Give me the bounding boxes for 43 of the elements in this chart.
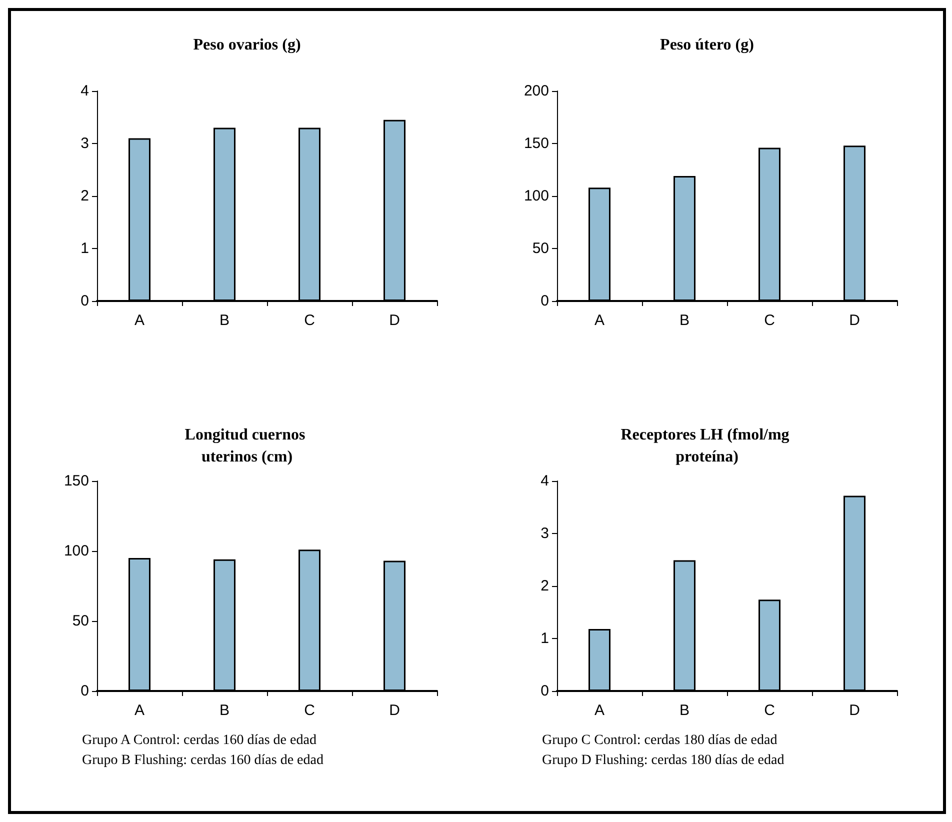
x-tick-label: A	[594, 702, 605, 719]
x-tick-label: C	[764, 312, 776, 329]
text: Grupo C Control: cerdas 180 días de edad	[541, 732, 778, 750]
y-tick-label: 100	[524, 188, 549, 204]
x-tick-label: A	[594, 312, 605, 329]
y-tick-label: 4	[540, 472, 549, 490]
x-tick-label: C	[764, 702, 776, 719]
chart-title: Peso útero (g)	[660, 36, 754, 54]
x-tick-label: D	[389, 312, 400, 329]
y-tick-label: 3	[80, 135, 89, 152]
y-tick-label: 150	[524, 135, 549, 152]
x-tick-label: B	[219, 312, 230, 329]
y-tick-label: 1	[540, 630, 549, 647]
x-tick-label: D	[389, 702, 400, 719]
x-tick-label: B	[219, 702, 230, 719]
y-tick-label: 0	[80, 292, 89, 310]
x-tick-label: B	[679, 702, 690, 719]
y-tick-label: 200	[524, 82, 549, 100]
x-tick-label: D	[849, 312, 860, 329]
x-tick-label: D	[849, 702, 860, 719]
y-tick-label: 50	[532, 240, 549, 257]
y-tick-label: 2	[540, 578, 549, 594]
text: Grupo A Control: cerdas 160 días de edad	[81, 732, 318, 750]
y-tick-label: 1	[80, 240, 89, 257]
x-tick-label: C	[304, 312, 316, 329]
x-tick-label: B	[679, 312, 690, 329]
y-tick-label: 50	[72, 612, 89, 630]
chart-title: Longitud cuernos uterinos (cm)	[184, 426, 310, 466]
y-tick-label: 100	[64, 542, 89, 560]
y-tick-label: 0	[540, 292, 549, 310]
y-tick-label: 4	[80, 82, 89, 100]
x-tick-label: A	[134, 312, 145, 329]
y-tick-label: 0	[80, 682, 89, 700]
x-tick-label: C	[304, 702, 316, 719]
y-tick-label: 2	[80, 188, 89, 204]
chart-title: Receptores LH (fmol/mg proteína)	[620, 426, 794, 466]
text: Grupo B Flushing: cerdas 160 días de edad	[81, 752, 324, 770]
y-tick-label: 3	[540, 525, 549, 542]
y-tick-label: 150	[64, 472, 89, 490]
x-tick-label: A	[134, 702, 145, 719]
chart-title: Peso ovarios (g)	[193, 36, 301, 54]
y-tick-label: 0	[540, 682, 549, 700]
text: Grupo D Flushing: cerdas 180 días de edad	[541, 752, 786, 770]
